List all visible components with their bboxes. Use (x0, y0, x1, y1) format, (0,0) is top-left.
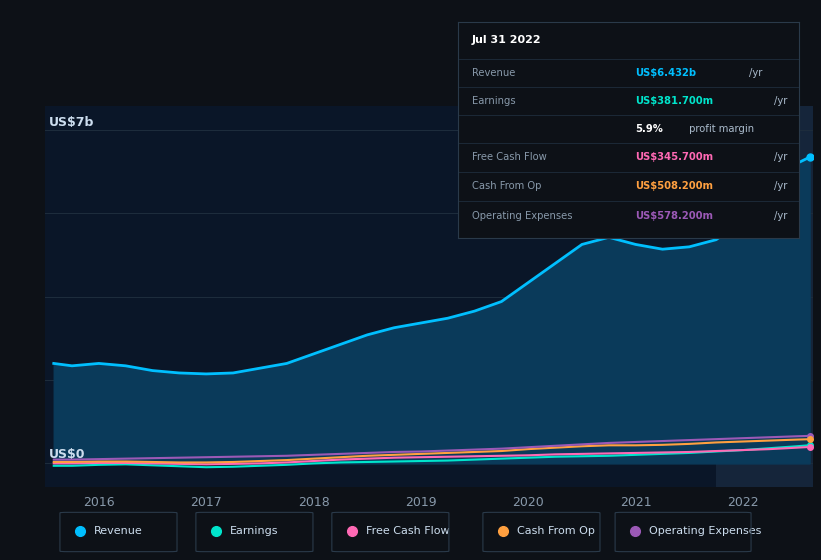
Text: Cash From Op: Cash From Op (472, 181, 541, 192)
Text: Revenue: Revenue (94, 526, 143, 536)
Text: US$508.200m: US$508.200m (635, 181, 713, 192)
Text: Cash From Op: Cash From Op (517, 526, 594, 536)
Text: US$7b: US$7b (49, 116, 94, 129)
Text: /yr: /yr (774, 152, 787, 162)
Text: /yr: /yr (774, 181, 787, 192)
Text: Free Cash Flow: Free Cash Flow (472, 152, 547, 162)
Bar (716, 106, 813, 487)
Text: Operating Expenses: Operating Expenses (472, 212, 572, 221)
Text: US$381.700m: US$381.700m (635, 96, 713, 106)
Text: Jul 31 2022: Jul 31 2022 (472, 35, 541, 45)
Text: profit margin: profit margin (686, 124, 754, 134)
Text: US$6.432b: US$6.432b (635, 68, 696, 78)
Text: Earnings: Earnings (230, 526, 278, 536)
Text: /yr: /yr (774, 212, 787, 221)
Text: /yr: /yr (774, 96, 787, 106)
Text: Revenue: Revenue (472, 68, 515, 78)
Text: US$345.700m: US$345.700m (635, 152, 713, 162)
Text: US$578.200m: US$578.200m (635, 212, 713, 221)
Text: Operating Expenses: Operating Expenses (649, 526, 761, 536)
Text: Free Cash Flow: Free Cash Flow (366, 526, 449, 536)
Text: 5.9%: 5.9% (635, 124, 663, 134)
Text: US$0: US$0 (49, 449, 85, 461)
Text: /yr: /yr (749, 68, 762, 78)
Text: Earnings: Earnings (472, 96, 516, 106)
